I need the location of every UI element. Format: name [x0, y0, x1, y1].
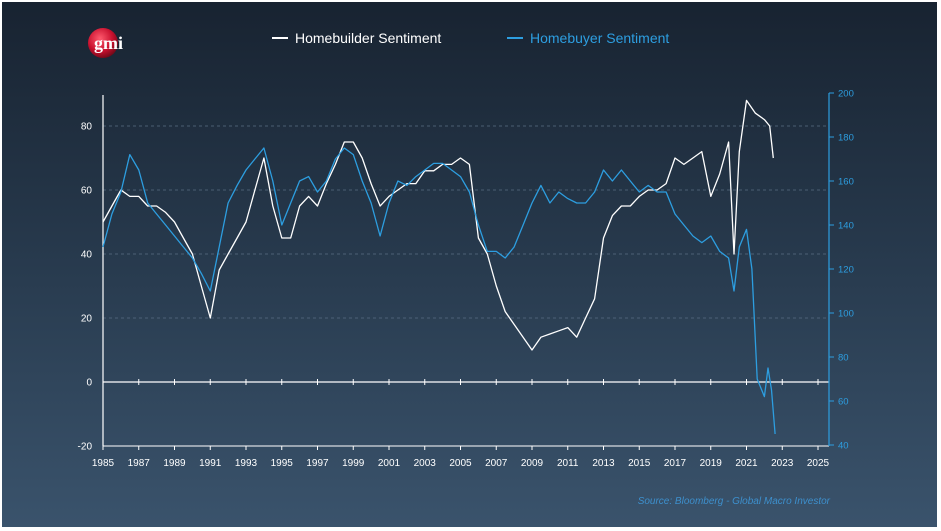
x-tick-label: 2009	[521, 458, 544, 469]
x-tick-label: 1987	[128, 458, 151, 469]
y-tick-left-label: 0	[86, 378, 92, 389]
x-tick-label: 1985	[92, 458, 115, 469]
x-tick-label: 1991	[199, 458, 222, 469]
source-note: Source: Bloomberg - Global Macro Investo…	[637, 496, 830, 507]
x-tick-label: 2021	[735, 458, 758, 469]
legend-homebuyer: Homebuyer Sentiment	[507, 30, 669, 46]
y-tick-right-label: 200	[838, 89, 854, 100]
y-tick-left-label: 40	[81, 250, 93, 261]
y-tick-right-label: 100	[838, 309, 854, 320]
y-tick-left-label: 60	[81, 186, 93, 197]
x-tick-label: 1997	[306, 458, 329, 469]
gmi-logo: gmi	[88, 28, 123, 58]
x-tick-label: 1999	[342, 458, 365, 469]
x-tick-label: 2001	[378, 458, 401, 469]
x-tick-label: 2023	[771, 458, 794, 469]
legend-swatch-homebuyer	[507, 37, 523, 39]
legend-label-homebuyer: Homebuyer Sentiment	[530, 30, 670, 46]
x-tick-label: 2011	[557, 458, 579, 469]
x-tick-label: 2015	[628, 458, 651, 469]
legend-swatch-homebuilder	[272, 37, 288, 39]
x-tick-label: 2007	[485, 458, 508, 469]
y-tick-right-label: 160	[838, 177, 854, 188]
legend-homebuilder: Homebuilder Sentiment	[272, 30, 441, 46]
y-tick-right-label: 180	[838, 133, 854, 144]
x-tick-label: 1993	[235, 458, 258, 469]
x-tick-label: 2025	[807, 458, 830, 469]
x-tick-label: 2019	[700, 458, 723, 469]
y-tick-right-label: 80	[838, 353, 849, 364]
y-tick-right-label: 120	[838, 265, 854, 276]
series-line-homebuilder	[102, 99, 774, 351]
x-tick-label: 2005	[449, 458, 472, 469]
y-tick-left-label: -20	[78, 442, 93, 453]
y-tick-left-label: 20	[81, 314, 93, 325]
x-tick-label: 1995	[271, 458, 294, 469]
x-tick-label: 2013	[592, 458, 615, 469]
logo-text: gmi	[94, 33, 123, 53]
x-tick-label: 1989	[163, 458, 186, 469]
y-tick-left-label: 80	[81, 122, 93, 133]
y-tick-right-label: 40	[838, 441, 849, 452]
series-line-homebuyer	[102, 147, 776, 435]
y-tick-right-label: 140	[838, 221, 854, 232]
y-tick-right-label: 60	[838, 397, 849, 408]
x-tick-label: 2003	[414, 458, 437, 469]
x-tick-label: 2017	[664, 458, 687, 469]
legend-label-homebuilder: Homebuilder Sentiment	[295, 30, 442, 46]
